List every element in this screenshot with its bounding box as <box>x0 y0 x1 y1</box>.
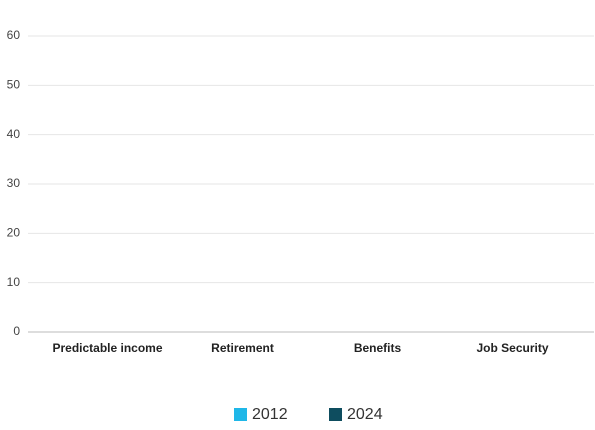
y-tick-label: 60 <box>7 28 21 42</box>
y-tick-label: 30 <box>7 176 21 190</box>
legend-swatch <box>234 408 247 421</box>
legend-swatch <box>329 408 342 421</box>
y-tick-label: 50 <box>7 78 21 92</box>
y-tick-label: 10 <box>7 275 21 289</box>
y-tick-label: 40 <box>7 127 21 141</box>
x-tick-label: Retirement <box>211 341 274 355</box>
y-tick-label: 20 <box>7 226 21 240</box>
x-tick-label: Job Security <box>476 341 548 355</box>
y-tick-label: 0 <box>13 324 20 338</box>
x-tick-label: Predictable income <box>52 341 162 355</box>
legend-label: 2012 <box>252 406 288 423</box>
x-tick-label: Benefits <box>354 341 402 355</box>
legend-label: 2024 <box>347 406 383 423</box>
